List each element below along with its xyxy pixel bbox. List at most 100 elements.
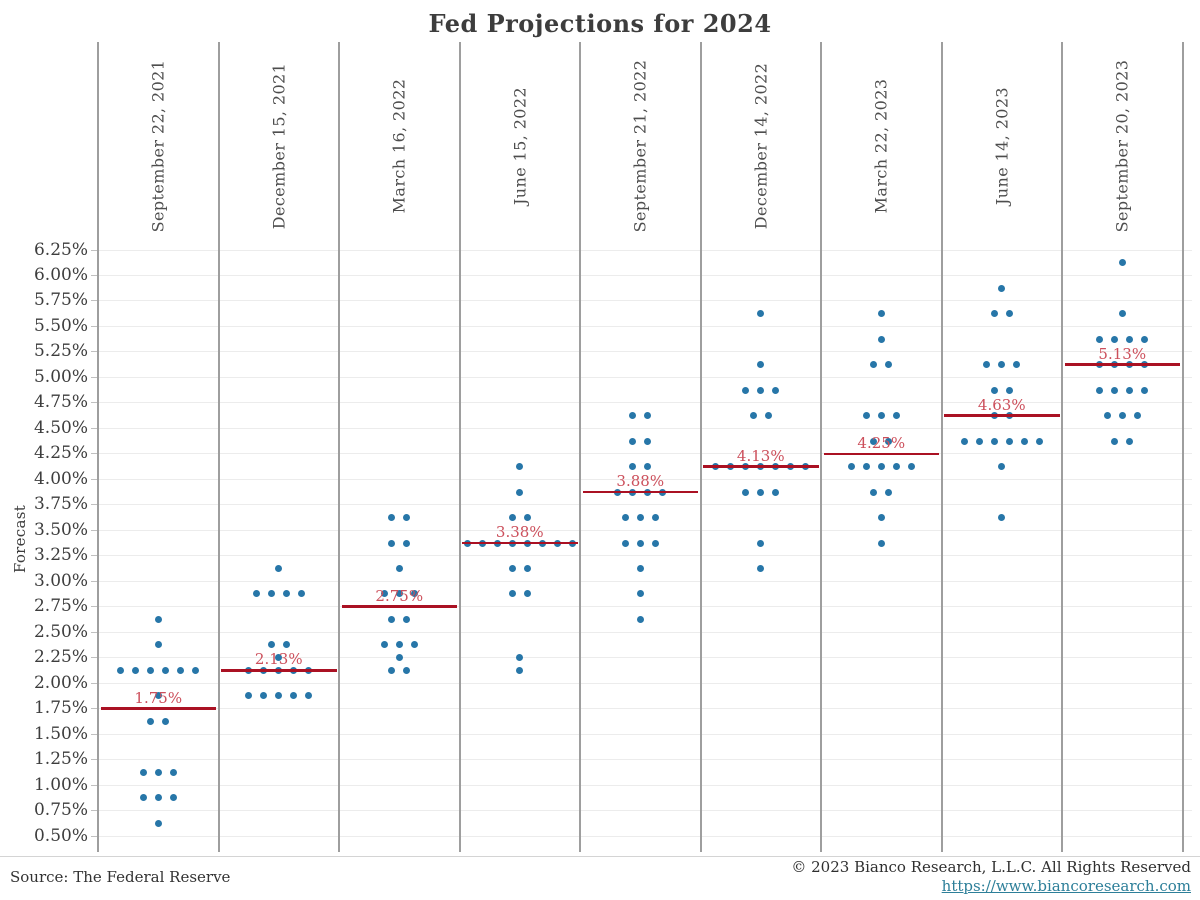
projection-dot xyxy=(1118,259,1126,267)
projection-dot xyxy=(380,590,388,598)
y-tick-label: 4.25% xyxy=(33,443,88,464)
projection-dot xyxy=(1020,437,1028,445)
projection-dot xyxy=(862,463,870,471)
projection-dot xyxy=(162,717,170,725)
projection-dot xyxy=(1096,386,1104,394)
gridline-horizontal xyxy=(98,810,1192,812)
projection-dot xyxy=(1126,335,1134,343)
y-tick-mark xyxy=(91,810,97,812)
y-tick-label: 0.75% xyxy=(33,800,88,821)
y-tick-mark xyxy=(91,274,97,276)
projection-dot xyxy=(877,463,885,471)
projection-dot xyxy=(508,565,516,572)
projection-dot xyxy=(1111,437,1119,445)
projection-dot xyxy=(742,386,750,394)
projection-dot xyxy=(1118,310,1126,318)
projection-dot xyxy=(395,590,403,598)
projection-dot xyxy=(998,514,1006,522)
projection-dot xyxy=(395,654,403,662)
column-separator xyxy=(820,42,822,852)
median-label: 2.13% xyxy=(254,650,303,669)
gridline-horizontal xyxy=(98,300,1192,302)
column-separator xyxy=(97,42,99,852)
column-separator xyxy=(940,42,943,852)
median-line xyxy=(703,465,819,468)
y-tick-label: 3.50% xyxy=(33,519,88,540)
y-tick-label: 4.50% xyxy=(33,417,88,438)
projection-dot xyxy=(139,794,147,802)
y-tick-mark xyxy=(91,784,97,786)
projection-dot xyxy=(636,590,644,598)
projection-dot xyxy=(644,412,652,420)
column-separator xyxy=(217,42,220,852)
y-tick-label: 2.25% xyxy=(33,647,88,668)
gridline-horizontal xyxy=(98,555,1192,557)
y-tick-mark xyxy=(91,529,97,531)
y-tick-mark xyxy=(91,427,97,429)
projection-dot xyxy=(636,565,644,572)
y-tick-mark xyxy=(91,478,97,480)
projection-dot xyxy=(177,666,185,674)
projection-dot xyxy=(998,361,1006,369)
projection-dot xyxy=(1005,386,1013,394)
projection-dot xyxy=(516,463,524,471)
gridline-horizontal xyxy=(98,325,1192,327)
column-date-label: June 14, 2023 xyxy=(992,86,1012,206)
y-tick-label: 1.75% xyxy=(33,698,88,719)
projection-dot xyxy=(388,514,396,522)
projection-dot xyxy=(403,539,411,547)
gridline-horizontal xyxy=(98,682,1192,684)
y-tick-mark xyxy=(91,376,97,378)
projection-dot xyxy=(757,565,765,572)
projection-dot xyxy=(192,666,200,674)
projection-dot xyxy=(169,768,177,776)
median-line xyxy=(341,605,457,608)
projection-dot xyxy=(403,666,411,674)
projection-dot xyxy=(847,463,855,471)
projection-dot xyxy=(154,692,162,700)
gridline-horizontal xyxy=(98,580,1192,582)
column-date-label: September 20, 2023 xyxy=(1112,59,1132,233)
projection-dot xyxy=(388,666,396,674)
projection-dot xyxy=(410,641,418,649)
y-tick-label: 2.50% xyxy=(33,621,88,642)
projection-dot xyxy=(651,539,659,547)
gridline-horizontal xyxy=(98,631,1192,633)
projection-dot xyxy=(742,488,750,496)
projection-dot xyxy=(508,514,516,522)
projection-dot xyxy=(998,284,1006,292)
gridline-horizontal xyxy=(98,606,1192,608)
gridline-horizontal xyxy=(98,478,1192,480)
projection-dot xyxy=(395,565,403,572)
projection-dot xyxy=(772,386,780,394)
y-tick-mark xyxy=(91,708,97,710)
projection-dot xyxy=(154,819,162,827)
projection-dot xyxy=(877,412,885,420)
projection-dot xyxy=(877,310,885,318)
projection-dot xyxy=(621,514,629,522)
projection-dot xyxy=(154,768,162,776)
projection-dot xyxy=(1126,386,1134,394)
chart-title: Fed Projections for 2024 xyxy=(428,9,772,38)
projection-dot xyxy=(870,437,878,445)
projection-dot xyxy=(990,386,998,394)
gridline-horizontal xyxy=(98,453,1192,455)
median-label: 2.75% xyxy=(375,586,424,605)
y-tick-label: 5.75% xyxy=(33,290,88,311)
gridline-horizontal xyxy=(98,351,1192,353)
projection-dot xyxy=(870,488,878,496)
gridline-horizontal xyxy=(98,376,1192,378)
projection-dot xyxy=(275,692,283,700)
projection-dot xyxy=(169,794,177,802)
y-tick-mark xyxy=(91,733,97,735)
column-date-label: March 16, 2022 xyxy=(389,78,409,214)
y-tick-label: 4.00% xyxy=(33,468,88,489)
projection-dot xyxy=(907,463,915,471)
projection-dot xyxy=(154,794,162,802)
projection-dot xyxy=(892,463,900,471)
copyright-text: © 2023 Bianco Research, L.L.C. All Right… xyxy=(791,858,1191,876)
gridline-horizontal xyxy=(98,402,1192,404)
column-separator xyxy=(1181,42,1184,852)
projection-dot xyxy=(870,361,878,369)
website-link[interactable]: https://www.biancoresearch.com xyxy=(941,877,1191,895)
